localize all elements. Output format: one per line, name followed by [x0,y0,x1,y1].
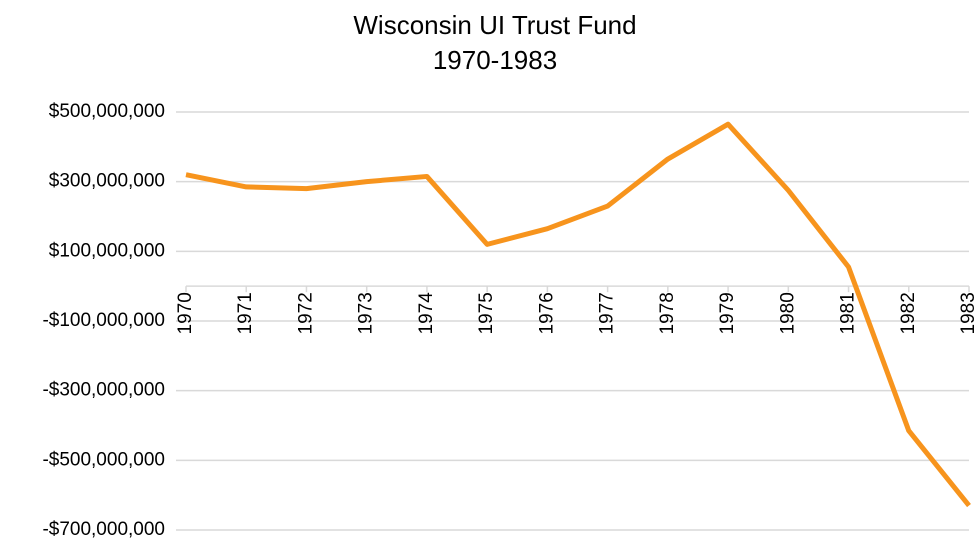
x-tick-label: 1974 [416,292,437,335]
x-tick-label: 1982 [898,292,919,334]
x-tick-label: 1981 [838,292,859,334]
y-tick-label: -$100,000,000 [42,310,165,331]
x-tick-label: 1980 [777,292,798,334]
x-tick-label: 1976 [536,292,557,334]
y-tick-label: $100,000,000 [49,240,165,261]
x-tick-label: 1973 [356,292,377,334]
chart-title: Wisconsin UI Trust Fund [353,10,636,40]
x-tick-label: 1972 [295,292,316,334]
y-tick-label: -$500,000,000 [42,449,165,470]
x-tick-label: 1975 [476,292,497,334]
y-tick-label: -$300,000,000 [42,380,165,401]
y-tick-label: -$700,000,000 [42,519,165,540]
line-series [185,121,971,508]
x-tick-label: 1979 [717,292,738,334]
x-tick-label: 1970 [175,292,196,334]
x-tick-label: 1983 [958,292,979,334]
x-tick-label: 1978 [657,292,678,334]
x-tick-label: 1977 [597,292,618,334]
y-tick-label: $500,000,000 [49,101,165,122]
chart-subtitle: 1970-1983 [433,45,557,75]
x-tick-label: 1971 [235,292,256,334]
y-tick-label: $300,000,000 [49,171,165,192]
